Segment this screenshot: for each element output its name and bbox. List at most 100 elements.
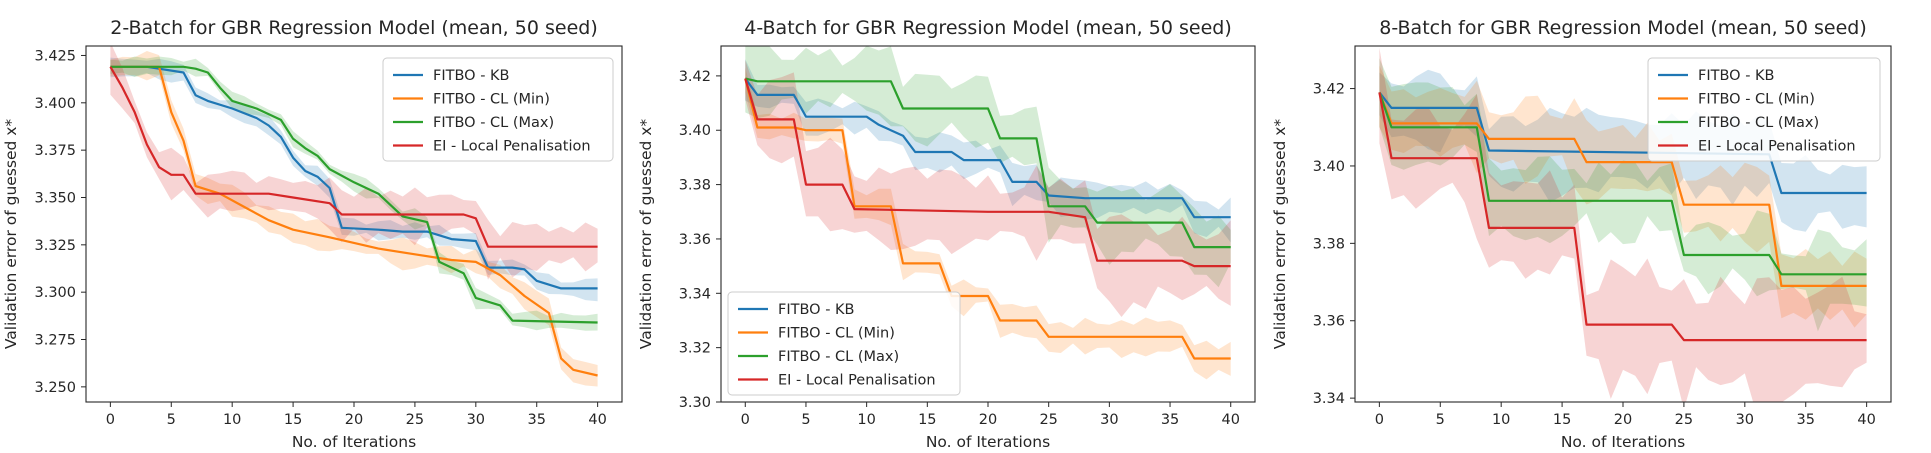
y-tick-label: 3.300 — [34, 285, 76, 301]
x-tick-label: 35 — [1161, 412, 1179, 428]
series-band-3 — [745, 46, 1231, 288]
y-tick-label: 3.42 — [1313, 82, 1345, 98]
y-tick-label: 3.30 — [679, 395, 711, 411]
x-tick-label: 10 — [857, 412, 875, 428]
x-tick-label: 0 — [1375, 412, 1384, 428]
y-tick-label: 3.38 — [679, 178, 711, 194]
series-line-2 — [1378, 92, 1867, 287]
chart-title: 8-Batch for GBR Regression Model (mean, … — [1379, 17, 1866, 39]
y-tick-label: 3.42 — [679, 69, 711, 85]
y-tick-label: 3.375 — [34, 143, 76, 159]
x-tick-label: 35 — [1797, 412, 1815, 428]
y-tick-label: 3.425 — [34, 48, 76, 64]
x-axis-label: No. of Iterations — [1561, 433, 1685, 451]
legend-label: FITBO - CL (Max) — [1698, 115, 1819, 131]
series-line-3 — [110, 65, 598, 324]
series-line-4 — [744, 78, 1231, 268]
x-tick-label: 5 — [801, 412, 810, 428]
x-tick-label: 20 — [1614, 412, 1632, 428]
series-band-4 — [110, 46, 598, 280]
legend-label: FITBO - CL (Min) — [778, 326, 895, 342]
x-tick-label: 20 — [979, 412, 997, 428]
series-line-4 — [109, 66, 598, 248]
legend-label: FITBO - CL (Max) — [433, 115, 554, 131]
legend-label: EI - Local Penalisation — [778, 373, 936, 389]
legend-label: FITBO - CL (Min) — [433, 92, 550, 108]
y-axis-label: Validation error of guessed x* — [2, 119, 20, 350]
y-tick-label: 3.325 — [34, 238, 76, 254]
legend-box — [727, 291, 961, 396]
x-tick-label: 15 — [1553, 412, 1571, 428]
series-band-3 — [1379, 58, 1867, 332]
y-tick-label: 3.275 — [34, 333, 76, 349]
y-tick-label: 3.32 — [679, 341, 711, 357]
series-line-2 — [744, 78, 1231, 360]
chart-title: 4-Batch for GBR Regression Model (mean, … — [744, 17, 1231, 39]
x-tick-label: 25 — [1039, 412, 1057, 428]
y-tick-label: 3.36 — [1313, 314, 1345, 330]
legend-label: FITBO - CL (Max) — [778, 349, 899, 365]
y-tick-label: 3.250 — [34, 380, 76, 396]
legend-label: FITBO - KB — [778, 302, 855, 318]
x-tick-label: 40 — [588, 412, 606, 428]
series-line-1 — [110, 65, 598, 290]
x-tick-label: 5 — [167, 412, 176, 428]
x-tick-label: 10 — [1492, 412, 1510, 428]
x-tick-label: 0 — [106, 412, 115, 428]
legend-box — [1647, 57, 1881, 162]
x-tick-label: 35 — [528, 412, 546, 428]
series-band-4 — [1379, 47, 1867, 402]
y-axis-label: Validation error of guessed x* — [1271, 119, 1289, 350]
x-tick-label: 40 — [1222, 412, 1240, 428]
x-tick-label: 0 — [741, 412, 750, 428]
x-tick-label: 30 — [467, 412, 485, 428]
legend: FITBO - KB FITBO - CL (Min) FITBO - CL (Ma… — [1647, 57, 1881, 162]
series-line-2 — [110, 65, 598, 377]
legend-label: FITBO - CL (Min) — [1698, 92, 1815, 108]
legend: FITBO - KB FITBO - CL (Min) FITBO - CL (Ma… — [727, 291, 961, 396]
series-line-1 — [744, 77, 1231, 219]
chart-panel-3: 0 5 10 15 20 25 30 35 40 3.34 3.36 3.38 3.40 3.42 8-Ba… — [1271, 17, 1892, 451]
x-tick-label: 40 — [1857, 412, 1875, 428]
x-tick-label: 15 — [284, 412, 302, 428]
series-band-4 — [745, 60, 1231, 318]
series-line-3 — [1378, 92, 1867, 276]
chart-panel-2: 0 5 10 15 20 25 30 35 40 3.30 3.32 3.34 3.36 3.38 3.40… — [637, 17, 1256, 451]
chart-panel-1: 0 5 10 15 20 25 30 35 40 3.250 3.275 3.300 3.325 3.35… — [2, 17, 623, 451]
series-line-1 — [1378, 91, 1867, 195]
legend-label: EI - Local Penalisation — [1698, 139, 1856, 155]
x-tick-label: 5 — [1436, 412, 1445, 428]
chart-title: 2-Batch for GBR Regression Model (mean, … — [110, 17, 597, 39]
x-axis-label: No. of Iterations — [926, 433, 1050, 451]
plot-area — [744, 46, 1231, 380]
x-tick-label: 30 — [1736, 412, 1754, 428]
legend: FITBO - KB FITBO - CL (Min) FITBO - CL (Ma… — [382, 57, 614, 162]
y-tick-label: 3.34 — [679, 286, 711, 302]
y-tick-label: 3.350 — [34, 190, 76, 206]
x-tick-label: 25 — [406, 412, 424, 428]
y-axis-label: Validation error of guessed x* — [637, 119, 655, 350]
y-tick-label: 3.36 — [679, 232, 711, 248]
plot-area — [1378, 47, 1867, 402]
x-tick-label: 20 — [345, 412, 363, 428]
series-line-3 — [745, 77, 1231, 249]
legend-label: FITBO - KB — [1698, 68, 1775, 84]
series-line-4 — [1378, 92, 1867, 342]
legend-box — [382, 57, 614, 162]
series-band-2 — [1379, 65, 1867, 328]
legend-label: EI - Local Penalisation — [433, 139, 591, 155]
y-tick-label: 3.400 — [34, 96, 76, 112]
y-tick-label: 3.34 — [1313, 391, 1345, 407]
x-tick-label: 15 — [918, 412, 936, 428]
y-tick-label: 3.40 — [1313, 159, 1345, 175]
y-tick-label: 3.38 — [1313, 236, 1345, 252]
series-band-1 — [745, 59, 1231, 243]
series-band-1 — [1379, 69, 1867, 232]
legend-label: FITBO - KB — [433, 68, 510, 84]
x-tick-label: 25 — [1675, 412, 1693, 428]
x-tick-label: 30 — [1100, 412, 1118, 428]
x-axis-label: No. of Iterations — [292, 433, 416, 451]
y-tick-label: 3.40 — [679, 123, 711, 139]
x-tick-label: 10 — [223, 412, 241, 428]
